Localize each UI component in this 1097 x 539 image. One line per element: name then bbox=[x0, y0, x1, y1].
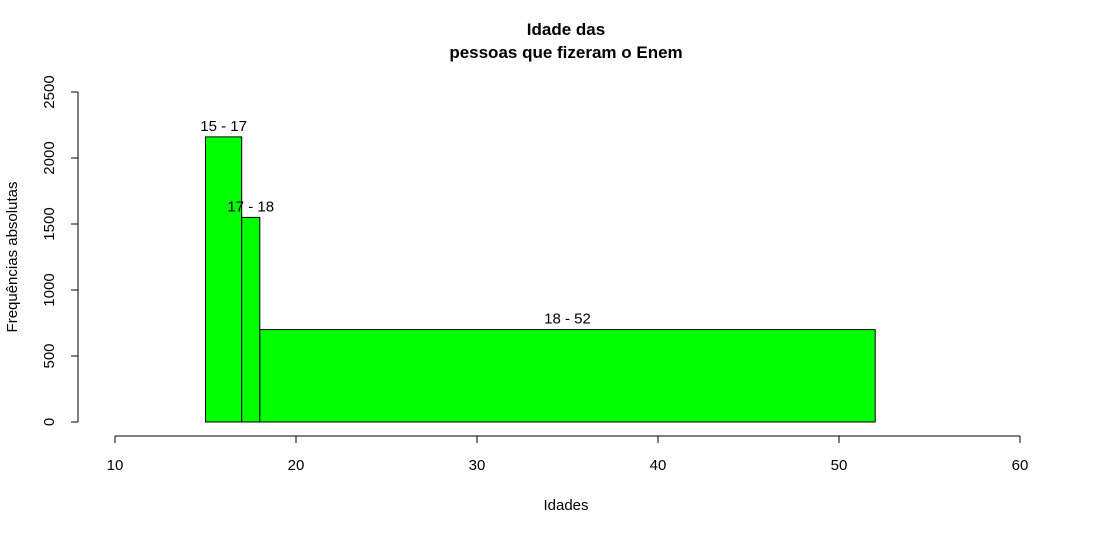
y-tick-label-5: 2500 bbox=[41, 75, 58, 108]
x-tick-label-2: 30 bbox=[469, 457, 486, 474]
y-tick-label-1: 500 bbox=[41, 343, 58, 368]
x-tick-label-4: 50 bbox=[831, 457, 848, 474]
y-axis: 0 500 1000 1500 2000 2500 bbox=[41, 75, 79, 426]
y-tick-label-0: 0 bbox=[41, 418, 58, 426]
bars-layer: 15 - 17 17 - 18 18 - 52 bbox=[200, 118, 876, 423]
histogram-bar-0 bbox=[205, 136, 243, 423]
x-tick-label-1: 20 bbox=[288, 457, 305, 474]
x-tick-label-0: 10 bbox=[107, 457, 124, 474]
y-axis-title: Frequências absolutas bbox=[4, 182, 21, 333]
y-tick-label-3: 1500 bbox=[41, 207, 58, 240]
histogram-bar-1 bbox=[241, 216, 261, 423]
bar-label-0: 15 - 17 bbox=[200, 118, 247, 135]
chart-subtitle: pessoas que fizeram o Enem bbox=[449, 43, 682, 62]
bar-label-2: 18 - 52 bbox=[544, 311, 591, 328]
histogram-bar-2 bbox=[259, 329, 876, 423]
y-tick-label-2: 1000 bbox=[41, 273, 58, 306]
chart-title: Idade das bbox=[527, 20, 605, 39]
x-axis-title: Idades bbox=[543, 497, 588, 514]
x-tick-label-5: 60 bbox=[1012, 457, 1029, 474]
x-axis: 10 20 30 40 50 60 bbox=[107, 435, 1029, 474]
y-tick-label-4: 2000 bbox=[41, 141, 58, 174]
x-tick-label-3: 40 bbox=[650, 457, 667, 474]
bar-label-1: 17 - 18 bbox=[227, 198, 274, 215]
